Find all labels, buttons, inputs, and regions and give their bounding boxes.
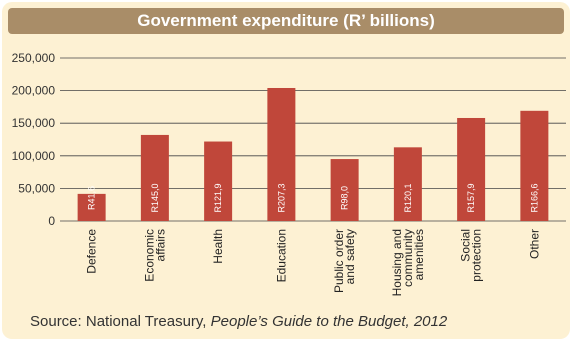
x-tick-label: protection [470, 229, 484, 282]
data-label: R98,0 [340, 186, 350, 210]
data-label: R120,1 [403, 183, 413, 212]
data-label: R207,3 [276, 183, 286, 212]
data-label: R157,9 [466, 183, 476, 212]
source-prefix: Source: National Treasury, [30, 313, 211, 330]
source-note: Source: National Treasury, People’s Guid… [30, 313, 447, 330]
x-tick-label: amenities [412, 229, 426, 280]
x-tick-label: Defence [85, 229, 99, 274]
data-label: R121,9 [213, 183, 223, 212]
data-label: R145,0 [150, 183, 160, 212]
y-tick-label: 200,000 [12, 84, 56, 98]
source-publication: People’s Guide to the Budget, 2012 [211, 313, 448, 330]
y-tick-label: 250,000 [12, 51, 56, 65]
x-tick-label: Education [274, 229, 288, 282]
y-tick-label: 0 [48, 214, 55, 228]
y-tick-label: 100,000 [12, 149, 56, 163]
y-tick-label: 50,000 [18, 181, 55, 195]
y-tick-label: 150,000 [12, 116, 56, 130]
x-tick-label: Health [211, 229, 225, 264]
x-tick-label: affairs [153, 229, 167, 261]
data-label: R41,6 [87, 186, 97, 210]
data-label: R166,6 [529, 183, 539, 212]
x-tick-label: and safety [343, 229, 357, 284]
x-tick-label: Other [527, 229, 541, 259]
